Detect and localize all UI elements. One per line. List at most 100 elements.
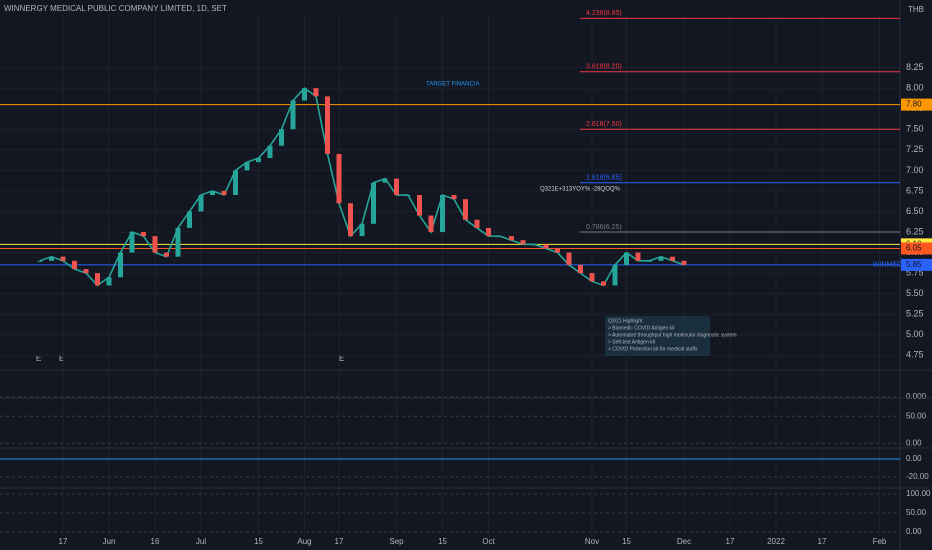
x-tick-label: 2022: [767, 537, 785, 546]
event-marker: E: [339, 354, 344, 363]
price-line-series: [39, 87, 685, 287]
candle-body: [601, 281, 606, 286]
event-marker: E: [36, 354, 41, 363]
candle-body: [129, 232, 135, 253]
candle-body: [382, 178, 388, 183]
x-tick-label: Feb: [873, 537, 887, 546]
y-tick-label: 5.75: [906, 267, 924, 277]
candle-body: [221, 190, 227, 196]
annotation: > Biomedic COVID Antigen kit: [608, 325, 675, 331]
candle-body: [589, 273, 595, 282]
y-tick-label: 6.50: [906, 206, 924, 216]
candle-body: [405, 195, 411, 197]
x-tick-label: 17: [59, 537, 68, 546]
candle-body: [428, 215, 434, 233]
candle-body: [566, 252, 572, 265]
candle-body: [244, 162, 250, 171]
annotation: > Automated throughput high molecular di…: [608, 332, 737, 338]
panel-tick-label: 0.000: [906, 392, 927, 401]
annotation: Q3/21 Highlight: [608, 318, 643, 324]
candle-body: [302, 88, 307, 101]
candle-body: [336, 153, 342, 204]
panel-tick-label: 0.00: [906, 454, 922, 463]
candle-body: [256, 158, 261, 163]
candle-body: [394, 178, 399, 196]
candle-body: [198, 195, 204, 212]
candle-body: [37, 260, 43, 262]
y-tick-label: 6.25: [906, 226, 924, 236]
price-tag-label: 7.80: [906, 100, 922, 109]
candle-body: [175, 227, 181, 257]
fib-label: 3.618(8.20): [586, 64, 622, 71]
annotation: > Self-test Antigen kit: [608, 339, 656, 345]
candle-body: [658, 256, 664, 261]
chart-title: WINNERGY MEDICAL PUBLIC COMPANY LIMITED,…: [4, 4, 227, 13]
panel-tick-label: -20.00: [906, 472, 929, 481]
x-tick-label: Sep: [389, 537, 404, 546]
candle-body: [290, 100, 296, 130]
candle-body: [647, 260, 652, 262]
candle-body: [612, 264, 618, 286]
candle-body: [681, 260, 687, 265]
candle-body: [60, 256, 66, 261]
y-tick-label: 7.50: [906, 124, 924, 134]
x-tick-label: Jun: [103, 537, 116, 546]
y-tick-label: 5.00: [906, 329, 924, 339]
y-axis-label: THB: [908, 5, 924, 14]
x-tick-label: 15: [254, 537, 263, 546]
candle-body: [118, 252, 123, 278]
candle-body: [543, 244, 549, 249]
y-tick-label: 5.50: [906, 288, 924, 298]
candle-body: [486, 227, 491, 237]
panel-tick-label: 100.00: [906, 489, 931, 498]
price-tag: [901, 98, 932, 111]
x-tick-label: Dec: [677, 537, 691, 546]
price-tag-label: 6.05: [906, 244, 922, 253]
annotation: TARGET FINANCIA: [426, 82, 479, 88]
annotation: Q321E+313YOY% -28QOQ%: [540, 187, 621, 193]
fib-label: 4.236(8.85): [586, 10, 622, 17]
price-tag-label: 5.85: [906, 260, 922, 269]
candle-body: [509, 236, 514, 241]
candle-body: [49, 256, 54, 261]
panel-tick-label: 50.00: [906, 508, 927, 517]
x-tick-label: Oct: [482, 537, 495, 546]
x-tick-label: 16: [151, 537, 160, 546]
price-tag: [901, 242, 932, 255]
candle-body: [371, 182, 376, 224]
candle-body: [497, 236, 503, 238]
annotation: > COVID Protection kit for medical staff…: [608, 346, 698, 352]
panel-tick-label: 50.00: [906, 411, 927, 420]
y-tick-label: 6.75: [906, 185, 924, 195]
panel-tick-label: 0.00: [906, 527, 922, 536]
y-tick-label: 5.25: [906, 309, 924, 319]
candle-body: [520, 240, 526, 245]
candle-body: [83, 269, 89, 274]
candle-body: [417, 195, 422, 216]
x-tick-label: Nov: [585, 537, 599, 546]
candle-body: [325, 96, 330, 154]
candle-body: [72, 260, 77, 270]
candle-body: [106, 277, 112, 286]
candle-body: [670, 256, 675, 261]
x-tick-label: 15: [438, 537, 447, 546]
y-tick-label: 7.00: [906, 165, 924, 175]
candle-body: [624, 252, 629, 265]
candle-body: [578, 264, 583, 274]
candle-body: [555, 248, 560, 253]
candle-body: [95, 273, 100, 286]
y-tick-label: 4.75: [906, 350, 924, 360]
candle-body: [359, 223, 365, 237]
fib-label: 2.618(7.50): [586, 121, 622, 128]
candle-body: [313, 88, 319, 97]
event-marker: E: [59, 354, 64, 363]
x-tick-label: 17: [335, 537, 344, 546]
candle-body: [635, 252, 641, 261]
x-tick-label: Aug: [297, 537, 311, 546]
candle-body: [152, 236, 158, 253]
candle-body: [141, 232, 146, 237]
series-name: WINMED: [873, 262, 902, 269]
fib-label: 1.618(6.85): [586, 175, 622, 182]
